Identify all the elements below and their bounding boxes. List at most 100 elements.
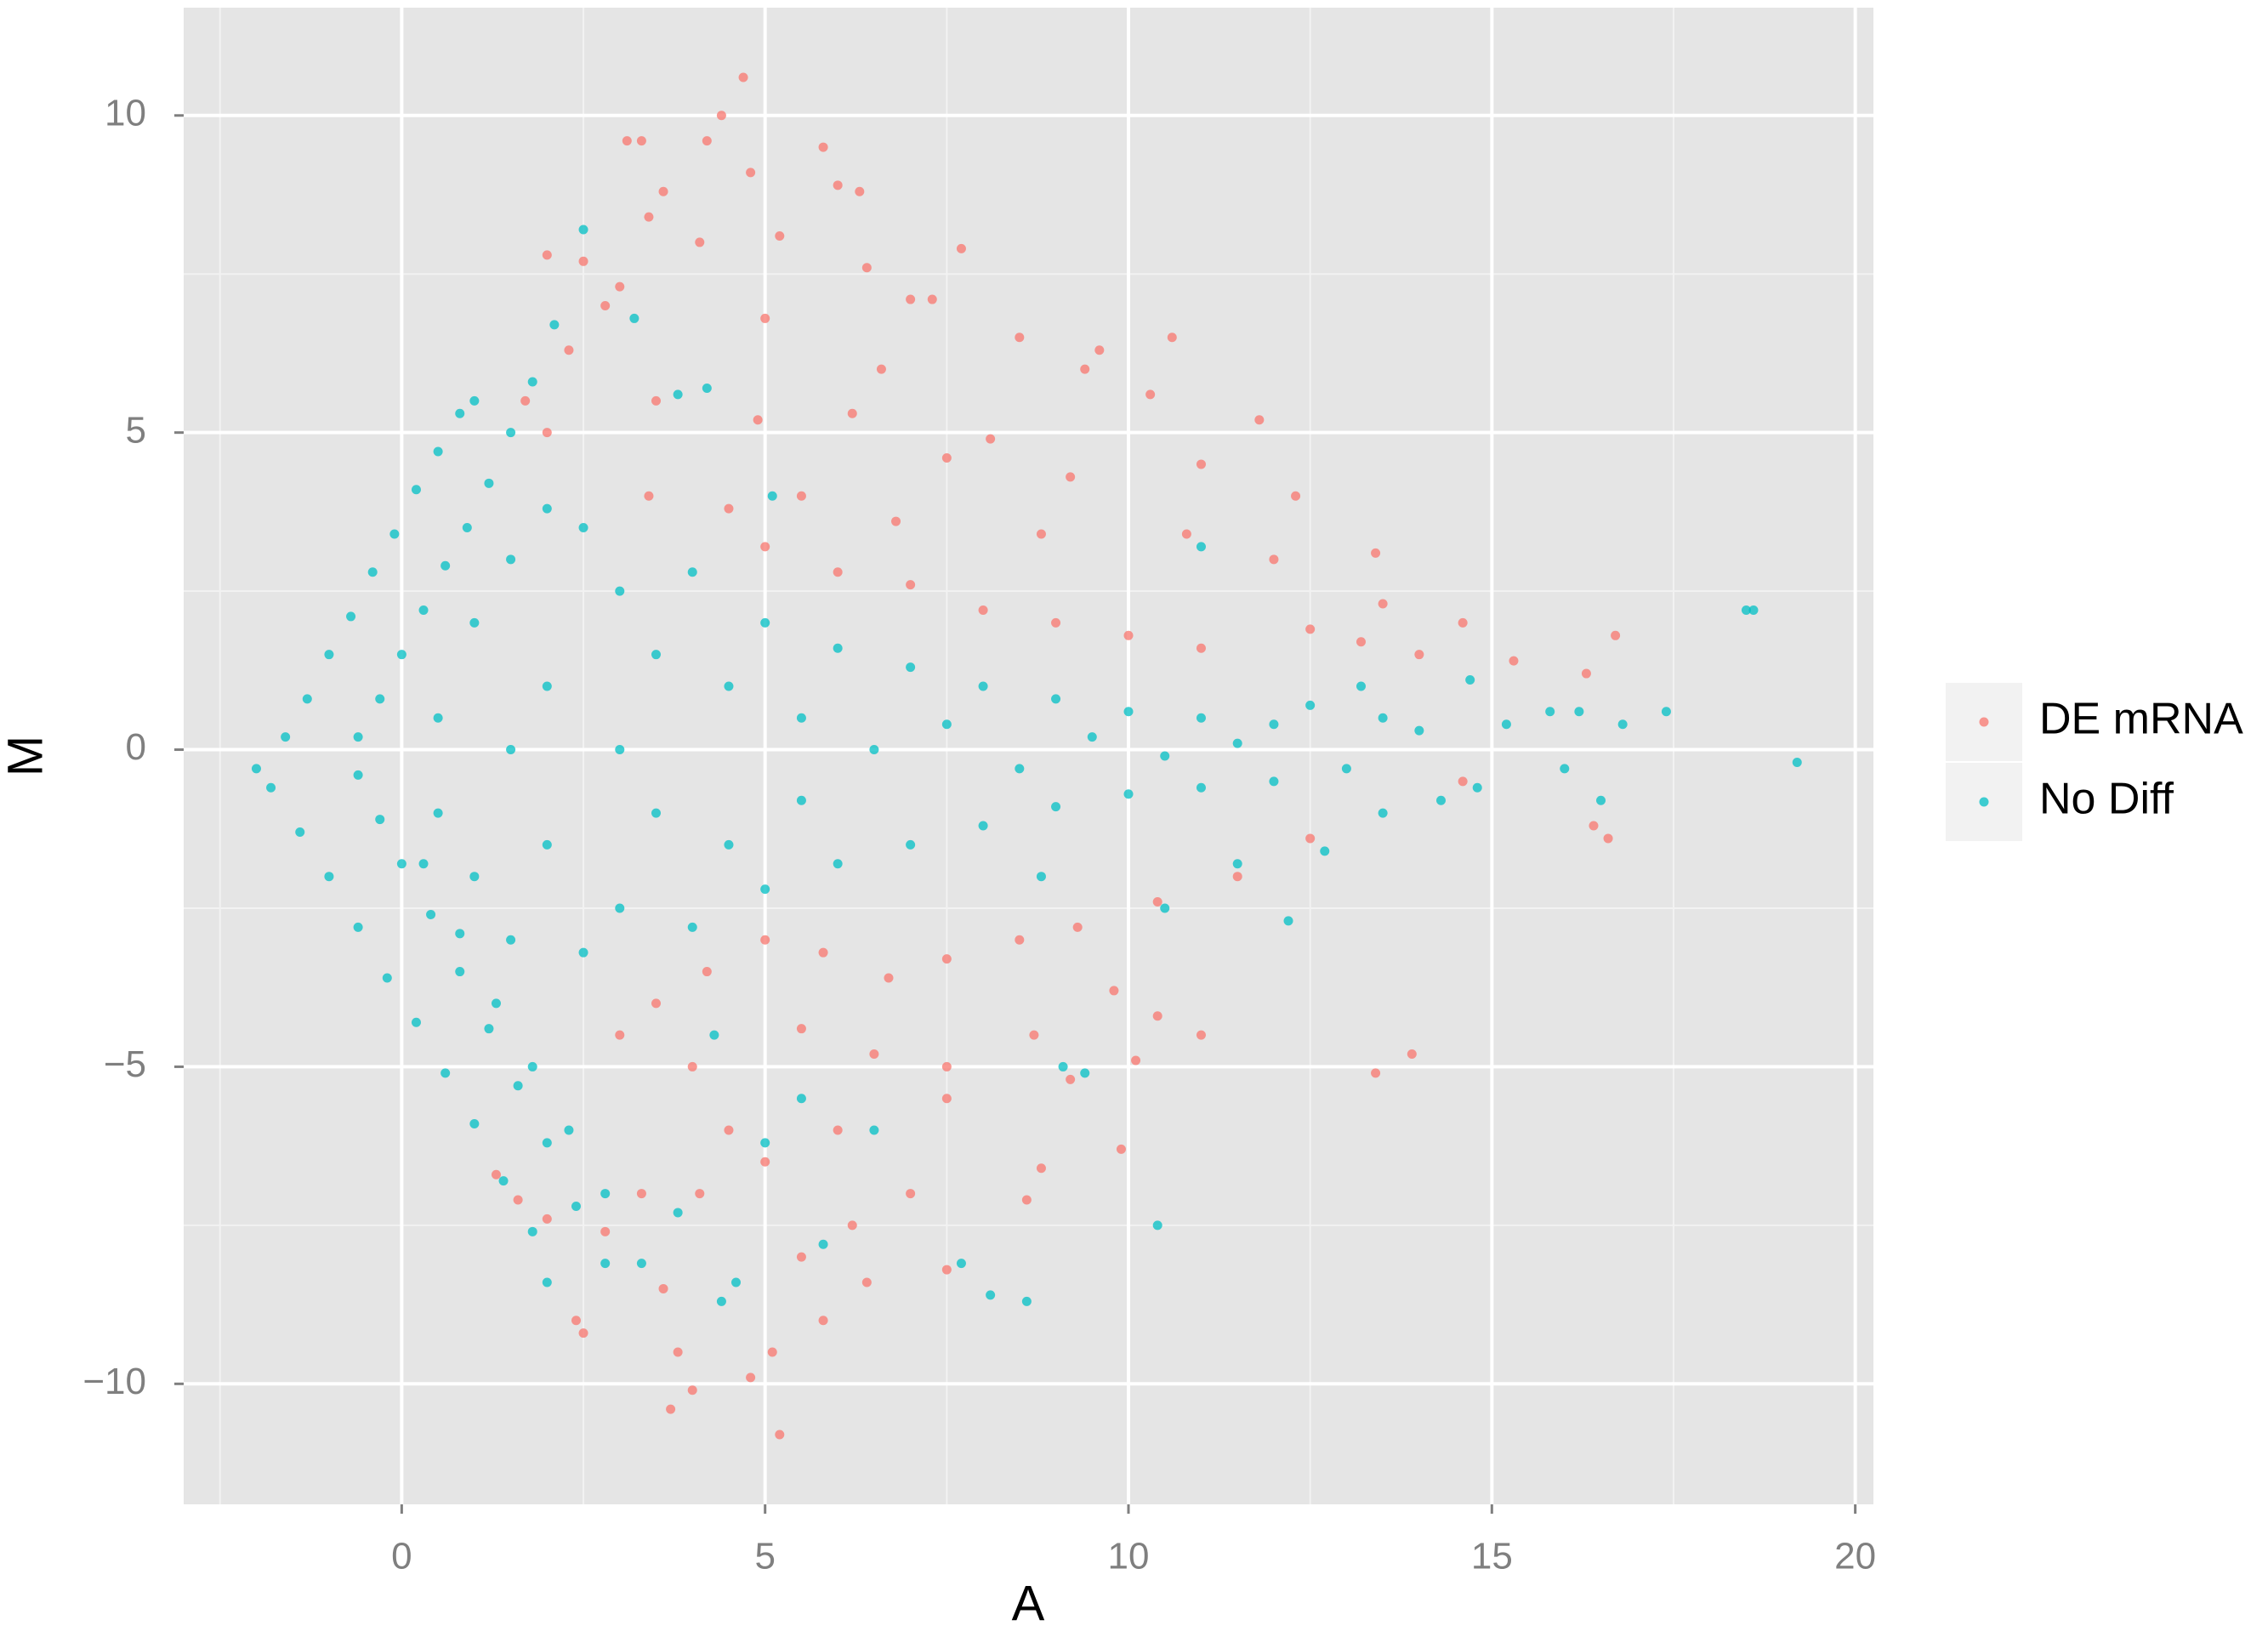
point xyxy=(1269,776,1279,787)
point xyxy=(818,1239,828,1249)
point xyxy=(542,1138,552,1148)
point xyxy=(1356,681,1366,691)
y-axis-title: M xyxy=(0,736,53,776)
x-axis-title: A xyxy=(1012,1576,1045,1631)
point xyxy=(1603,833,1613,844)
point xyxy=(673,1208,683,1218)
point xyxy=(411,485,421,495)
point xyxy=(636,136,646,146)
point xyxy=(1058,1061,1068,1071)
point xyxy=(1066,1074,1076,1084)
point xyxy=(906,662,916,673)
point xyxy=(506,745,516,755)
point xyxy=(600,1189,611,1199)
point xyxy=(433,713,443,723)
point xyxy=(1465,675,1475,685)
point xyxy=(281,732,291,742)
point xyxy=(353,922,363,932)
y-tick-label: −5 xyxy=(104,1043,146,1085)
point xyxy=(673,389,683,400)
point xyxy=(724,1125,734,1135)
point xyxy=(818,1316,828,1326)
point xyxy=(455,408,465,418)
point xyxy=(1152,1220,1162,1231)
point xyxy=(906,294,916,304)
point xyxy=(651,998,662,1009)
point xyxy=(1458,776,1468,787)
point xyxy=(542,1277,552,1287)
point xyxy=(469,395,480,406)
point xyxy=(578,225,588,235)
point xyxy=(615,1030,625,1040)
point xyxy=(1305,833,1316,844)
point xyxy=(302,694,312,704)
point xyxy=(1414,650,1424,660)
point xyxy=(956,243,966,253)
point xyxy=(462,523,472,533)
point xyxy=(687,1385,697,1395)
point xyxy=(542,681,552,691)
point xyxy=(1051,802,1061,812)
point xyxy=(396,859,406,869)
point xyxy=(833,643,843,653)
point xyxy=(861,263,872,273)
point xyxy=(869,1125,879,1135)
point xyxy=(600,301,611,311)
legend-label: DE mRNA xyxy=(2039,695,2243,744)
point xyxy=(855,186,865,196)
point xyxy=(978,605,988,615)
point xyxy=(600,1259,611,1269)
point xyxy=(1617,719,1628,730)
point xyxy=(1152,1011,1162,1021)
point xyxy=(724,839,734,850)
point xyxy=(1196,782,1206,793)
point xyxy=(760,542,770,552)
point xyxy=(469,617,480,628)
point xyxy=(1109,986,1119,996)
point xyxy=(1080,364,1090,374)
point xyxy=(1371,1068,1381,1078)
grid xyxy=(184,8,1873,1504)
point xyxy=(1545,707,1555,717)
point xyxy=(673,1347,683,1357)
point xyxy=(767,1347,777,1357)
point xyxy=(324,872,334,882)
point xyxy=(941,1265,952,1275)
legend-label: No Diff xyxy=(2039,775,2174,824)
point xyxy=(433,808,443,818)
point xyxy=(498,1176,509,1186)
point xyxy=(796,1024,806,1034)
point xyxy=(367,567,378,577)
point xyxy=(1269,719,1279,730)
point xyxy=(1145,389,1156,400)
point xyxy=(1305,624,1316,634)
point xyxy=(796,1094,806,1104)
point xyxy=(1123,789,1134,799)
point xyxy=(1160,903,1170,913)
point xyxy=(636,1189,646,1199)
point xyxy=(542,428,552,438)
point xyxy=(1196,542,1206,552)
point xyxy=(491,998,501,1009)
point xyxy=(571,1201,581,1211)
point xyxy=(833,1125,843,1135)
point xyxy=(542,250,552,260)
point xyxy=(418,605,429,615)
point xyxy=(760,1138,770,1148)
point xyxy=(1196,713,1206,723)
point xyxy=(542,1214,552,1224)
point xyxy=(615,745,625,755)
point xyxy=(1160,751,1170,761)
point xyxy=(396,650,406,660)
point xyxy=(869,745,879,755)
point xyxy=(775,230,785,241)
legend-marker xyxy=(1979,797,1989,807)
point xyxy=(513,1081,523,1091)
point xyxy=(833,859,843,869)
point xyxy=(753,415,763,425)
point xyxy=(251,764,261,774)
point xyxy=(1458,617,1468,628)
point xyxy=(571,1316,581,1326)
point xyxy=(796,713,806,723)
point xyxy=(1596,795,1606,805)
